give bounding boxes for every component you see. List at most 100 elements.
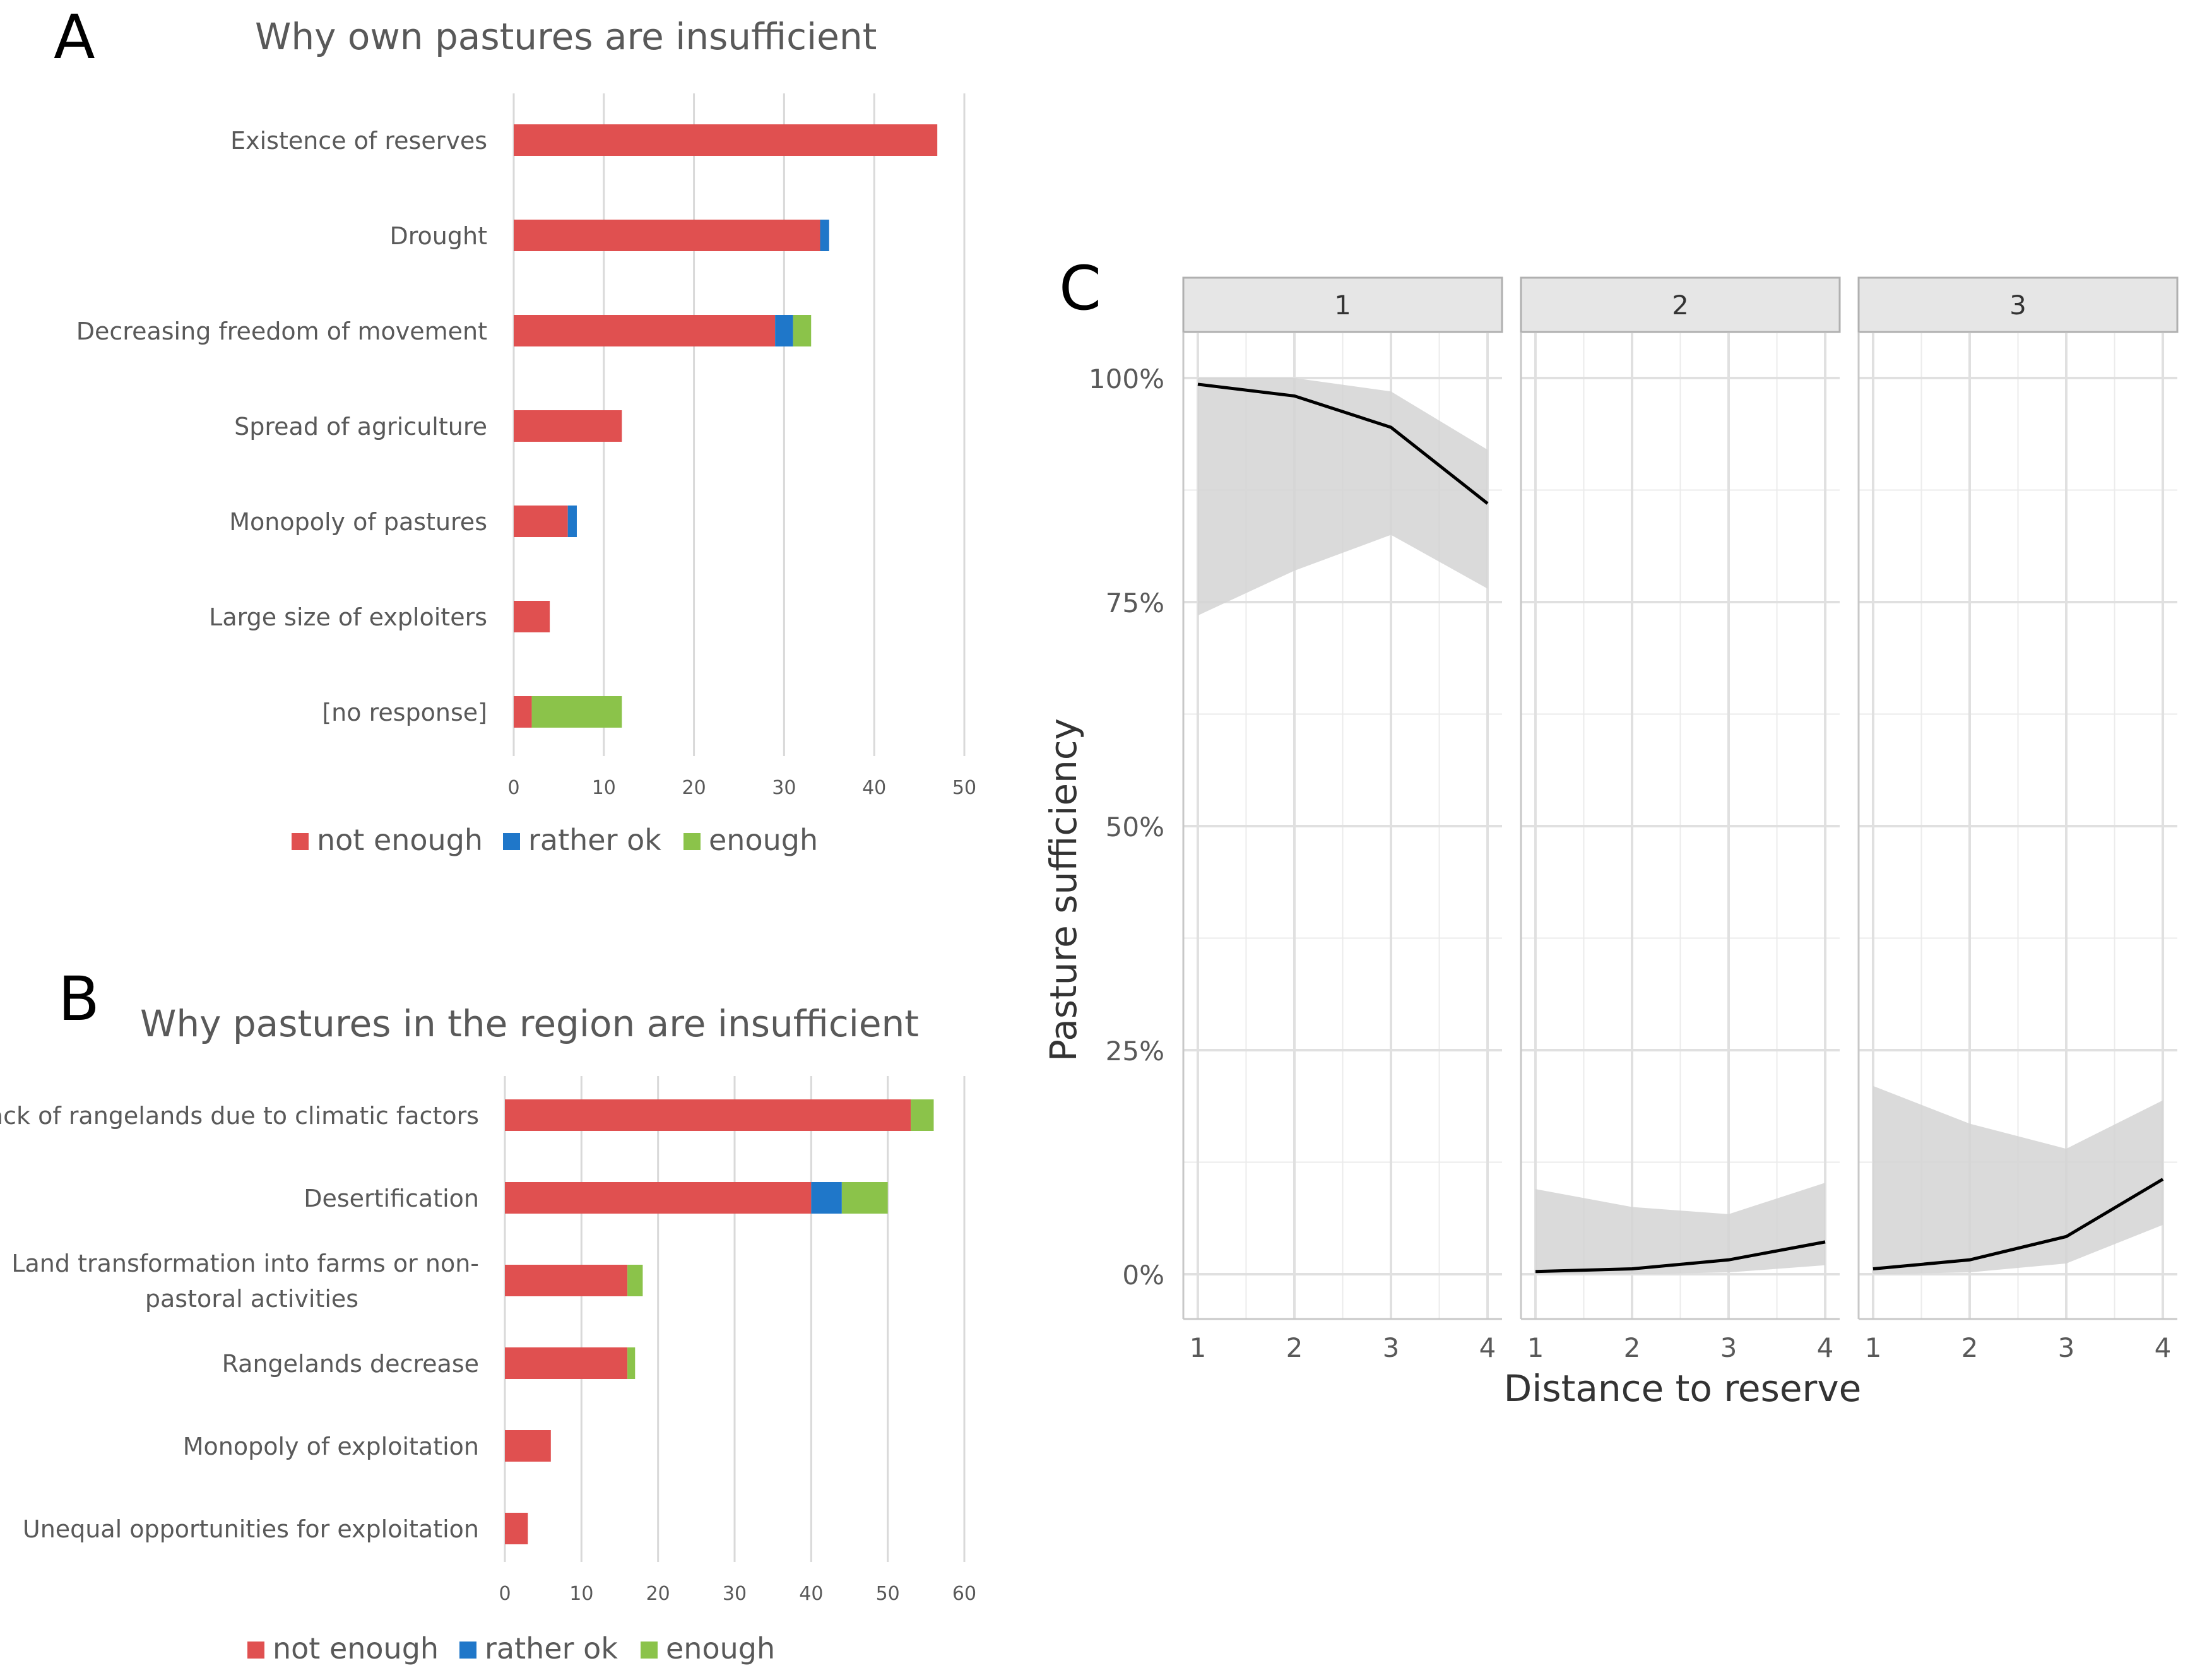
- category-label: Existence of reserves: [230, 127, 487, 155]
- panel-c-y-tick-labels: 0% 25% 50% 75% 100%: [1089, 364, 1164, 1291]
- bar-not-enough-6: [514, 601, 550, 632]
- bar-rather-ok-2: [811, 1182, 842, 1214]
- bar-enough-1: [911, 1099, 934, 1131]
- category-label: Spread of agriculture: [234, 413, 487, 441]
- legend-label-enough: enough: [709, 823, 818, 857]
- x-tick-label: 40: [799, 1583, 823, 1605]
- legend-label-not-enough: not enough: [273, 1631, 439, 1665]
- x-tick-label: 20: [646, 1583, 670, 1605]
- bar-rather-ok-5: [567, 506, 577, 537]
- x-tick-label: 50: [876, 1583, 900, 1605]
- facet-strip-label: 1: [1334, 290, 1351, 321]
- legend-swatch-rather-ok: [503, 833, 520, 850]
- x-tick-label: 10: [569, 1583, 593, 1605]
- trend-line-3: [1873, 1178, 2164, 1270]
- facet-strip-3: [1857, 276, 2179, 333]
- panel-a-legend: not enough rather ok enough: [292, 823, 818, 857]
- x-tick-label: 10: [592, 777, 616, 799]
- x-tick-label: 1: [1190, 1332, 1207, 1363]
- legend-swatch-enough: [641, 1642, 658, 1659]
- category-label: [no response]: [322, 699, 487, 726]
- bar-not-enough-3: [514, 315, 776, 346]
- legend-label-enough: enough: [666, 1631, 775, 1665]
- bar-not-enough-4: [505, 1347, 628, 1379]
- bar-enough-3: [627, 1265, 643, 1296]
- bar-not-enough-3: [505, 1265, 628, 1296]
- category-label: Land transformation into farms or non-: [11, 1250, 479, 1277]
- bar-not-enough-5: [514, 506, 568, 537]
- y-tick-label: 25%: [1106, 1036, 1164, 1067]
- legend-swatch-rather-ok: [459, 1642, 476, 1659]
- facet-3: 3 1 2 3 4: [1857, 276, 2179, 1363]
- bar-enough-3: [793, 315, 812, 346]
- x-tick-label: 4: [1479, 1332, 1496, 1363]
- panel-a-x-tick-labels: 0 10 20 30 40 50: [507, 777, 976, 799]
- x-tick-label: 4: [2155, 1332, 2172, 1363]
- panel-b-gridlines: [504, 1076, 966, 1562]
- panel-a-letter: A: [54, 2, 95, 73]
- bar-not-enough-2: [505, 1182, 812, 1214]
- bar-rather-ok-2: [820, 220, 829, 251]
- bar-not-enough-5: [505, 1430, 551, 1462]
- category-label: Desertification: [304, 1185, 479, 1212]
- x-tick-label: 30: [772, 777, 796, 799]
- panel-b-category-labels: Lack of rangelands due to climatic facto…: [0, 1102, 479, 1543]
- bar-not-enough-7: [514, 696, 532, 728]
- bar-not-enough-4: [514, 410, 622, 442]
- category-label: Monopoly of exploitation: [183, 1433, 479, 1460]
- panel-c: C 1 1 2 3 4 2 1 2 3 4 3 1 2 3 4 0% 25% 50% 75% 100% Pastur…: [1042, 253, 2179, 1410]
- category-label: Unequal opportunities for exploitation: [23, 1515, 479, 1543]
- x-tick-label: 4: [1817, 1332, 1834, 1363]
- bar-not-enough-6: [505, 1513, 528, 1544]
- x-tick-label: 1: [1527, 1332, 1544, 1363]
- trend-line-1: [1197, 382, 1489, 505]
- panel-a-gridlines: [512, 93, 966, 756]
- x-tick-label: 0: [499, 1583, 511, 1605]
- legend-swatch-not-enough: [247, 1642, 264, 1659]
- panel-b-title: Why pastures in the region are insuffici…: [140, 1002, 919, 1045]
- x-tick-label: 50: [952, 777, 976, 799]
- bar-rather-ok-3: [775, 315, 793, 346]
- x-tick-label: 2: [1624, 1332, 1641, 1363]
- y-tick-label: 0%: [1122, 1260, 1164, 1291]
- x-tick-label: 3: [1720, 1332, 1737, 1363]
- bar-enough-7: [531, 696, 622, 728]
- category-label: Large size of exploiters: [209, 603, 487, 631]
- category-label: Rangelands decrease: [222, 1350, 479, 1378]
- panel-b-bars: [505, 1099, 934, 1544]
- panel-a: A Why own pastures are insufficient Exis…: [54, 2, 976, 857]
- facet-1: 1 1 2 3 4: [1182, 276, 1503, 1363]
- x-tick-label: 20: [682, 777, 706, 799]
- confidence-ribbon-3: [1873, 1085, 2163, 1274]
- y-tick-label: 100%: [1089, 364, 1164, 394]
- legend-label-rather-ok: rather ok: [528, 823, 661, 857]
- bar-not-enough-1: [505, 1099, 911, 1131]
- legend-label-not-enough: not enough: [317, 823, 483, 857]
- legend-swatch-enough: [683, 833, 701, 850]
- x-tick-label: 30: [723, 1583, 747, 1605]
- facet-strip-label: 3: [2009, 290, 2026, 321]
- facet-2: 2 1 2 3 4: [1520, 276, 1841, 1363]
- bar-not-enough-2: [514, 220, 820, 251]
- x-tick-label: 0: [507, 777, 519, 799]
- panel-b-legend: not enough rather ok enough: [247, 1631, 775, 1665]
- confidence-ribbon-2: [1535, 1183, 1826, 1274]
- panel-c-y-axis-label: Pasture sufficiency: [1042, 718, 1085, 1062]
- category-label: Lack of rangelands due to climatic facto…: [0, 1102, 479, 1130]
- facet-strip-1: [1182, 276, 1503, 333]
- panel-a-category-labels: Existence of reserves Drought Decreasing f…: [76, 127, 487, 726]
- category-label: Drought: [390, 222, 488, 250]
- category-label: Decreasing freedom of movement: [76, 317, 487, 345]
- x-tick-label: 1: [1865, 1332, 1882, 1363]
- x-tick-label: 3: [1383, 1332, 1400, 1363]
- panel-b: B Why pastures in the region are insuffi…: [0, 964, 976, 1665]
- panel-b-x-tick-labels: 0 10 20 30 40 50 60: [499, 1583, 976, 1605]
- y-tick-label: 75%: [1106, 588, 1164, 618]
- bar-enough-4: [627, 1347, 636, 1379]
- bar-enough-2: [841, 1182, 888, 1214]
- facet-strip-label: 2: [1672, 290, 1689, 321]
- trend-line-2: [1535, 1240, 1826, 1274]
- x-tick-label: 40: [862, 777, 886, 799]
- category-label: Monopoly of pastures: [229, 508, 487, 536]
